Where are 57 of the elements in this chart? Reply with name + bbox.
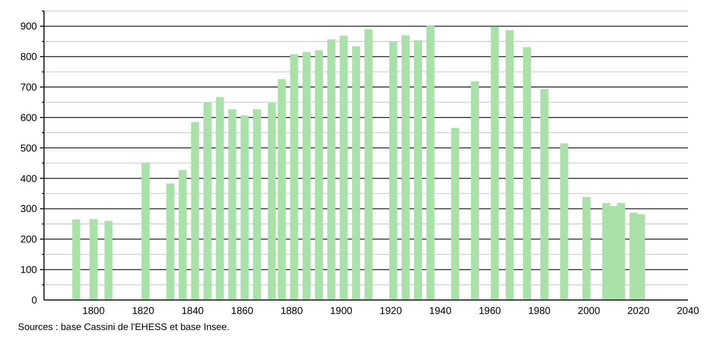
- x-tick-label: 1900: [330, 306, 353, 317]
- x-tick-label: 1840: [181, 306, 204, 317]
- bar: [302, 52, 311, 300]
- bar: [191, 122, 200, 300]
- y-tick-label: 100: [20, 265, 38, 276]
- bar: [142, 162, 150, 300]
- bar: [72, 219, 80, 300]
- bar: [278, 79, 286, 300]
- bar: [540, 89, 548, 300]
- bar: [290, 54, 298, 300]
- bar: [203, 102, 212, 300]
- bar: [414, 40, 422, 300]
- x-tick-label: 2000: [578, 306, 600, 317]
- x-tick-label: 1920: [380, 306, 402, 317]
- x-tick-label: 1940: [429, 306, 452, 317]
- bar: [389, 41, 398, 300]
- bar: [253, 109, 262, 300]
- bar: [582, 196, 590, 300]
- bar: [560, 143, 568, 300]
- bar: [506, 30, 514, 300]
- y-tick-label: 700: [20, 82, 38, 94]
- bar: [216, 97, 224, 300]
- bar: [364, 29, 372, 300]
- x-tick-label: 1880: [280, 306, 304, 317]
- y-tick-label: 300: [20, 204, 38, 216]
- bar: [451, 128, 460, 300]
- x-tick-label: 1820: [132, 306, 155, 317]
- bar: [523, 47, 531, 300]
- y-tick-label: 800: [20, 52, 38, 64]
- bar: [314, 50, 323, 300]
- y-tick-label: 200: [20, 234, 38, 246]
- bar: [470, 81, 479, 300]
- bar: [166, 183, 174, 300]
- x-tick-label: 1800: [82, 306, 106, 317]
- bar: [228, 109, 236, 300]
- y-tick-label: 500: [20, 143, 38, 154]
- x-tick-label: 1980: [528, 306, 551, 317]
- bar: [104, 220, 112, 300]
- x-tick-label: 2040: [676, 306, 700, 317]
- bar: [178, 170, 187, 300]
- bar: [327, 39, 336, 300]
- bar: [352, 46, 360, 300]
- bar: [268, 102, 276, 300]
- y-tick-label: 600: [20, 112, 38, 124]
- bar: [490, 26, 499, 300]
- x-tick-label: 1860: [231, 306, 254, 317]
- x-tick-label: 1960: [478, 306, 502, 317]
- bar: [402, 35, 410, 300]
- y-tick-label: 900: [20, 22, 38, 33]
- x-tick-label: 2020: [627, 306, 650, 317]
- bar: [426, 26, 434, 300]
- bar: [340, 36, 348, 300]
- bar: [90, 219, 98, 300]
- source-note: Sources : base Cassini de l'EHESS et base Insee.: [18, 322, 230, 333]
- y-tick-label: 400: [20, 174, 38, 185]
- y-tick-label: 0: [31, 296, 38, 306]
- bar: [240, 115, 249, 300]
